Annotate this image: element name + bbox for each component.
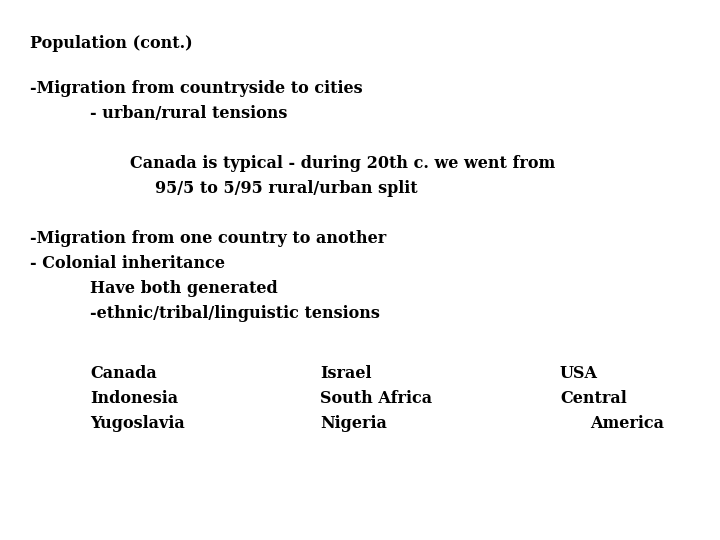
Text: -Migration from countryside to cities: -Migration from countryside to cities	[30, 80, 363, 97]
Text: - urban/rural tensions: - urban/rural tensions	[90, 105, 287, 122]
Text: -ethnic/tribal/linguistic tensions: -ethnic/tribal/linguistic tensions	[90, 305, 380, 322]
Text: Canada is typical - during 20th c. we went from: Canada is typical - during 20th c. we we…	[130, 155, 555, 172]
Text: Have both generated: Have both generated	[90, 280, 278, 297]
Text: USA: USA	[560, 365, 598, 382]
Text: Canada: Canada	[90, 365, 157, 382]
Text: South Africa: South Africa	[320, 390, 432, 407]
Text: Population (cont.): Population (cont.)	[30, 35, 193, 52]
Text: - Colonial inheritance: - Colonial inheritance	[30, 255, 225, 272]
Text: America: America	[590, 415, 664, 432]
Text: Indonesia: Indonesia	[90, 390, 178, 407]
Text: -Migration from one country to another: -Migration from one country to another	[30, 230, 386, 247]
Text: Central: Central	[560, 390, 626, 407]
Text: Yugoslavia: Yugoslavia	[90, 415, 185, 432]
Text: Israel: Israel	[320, 365, 372, 382]
Text: 95/5 to 5/95 rural/urban split: 95/5 to 5/95 rural/urban split	[155, 180, 418, 197]
Text: Nigeria: Nigeria	[320, 415, 387, 432]
